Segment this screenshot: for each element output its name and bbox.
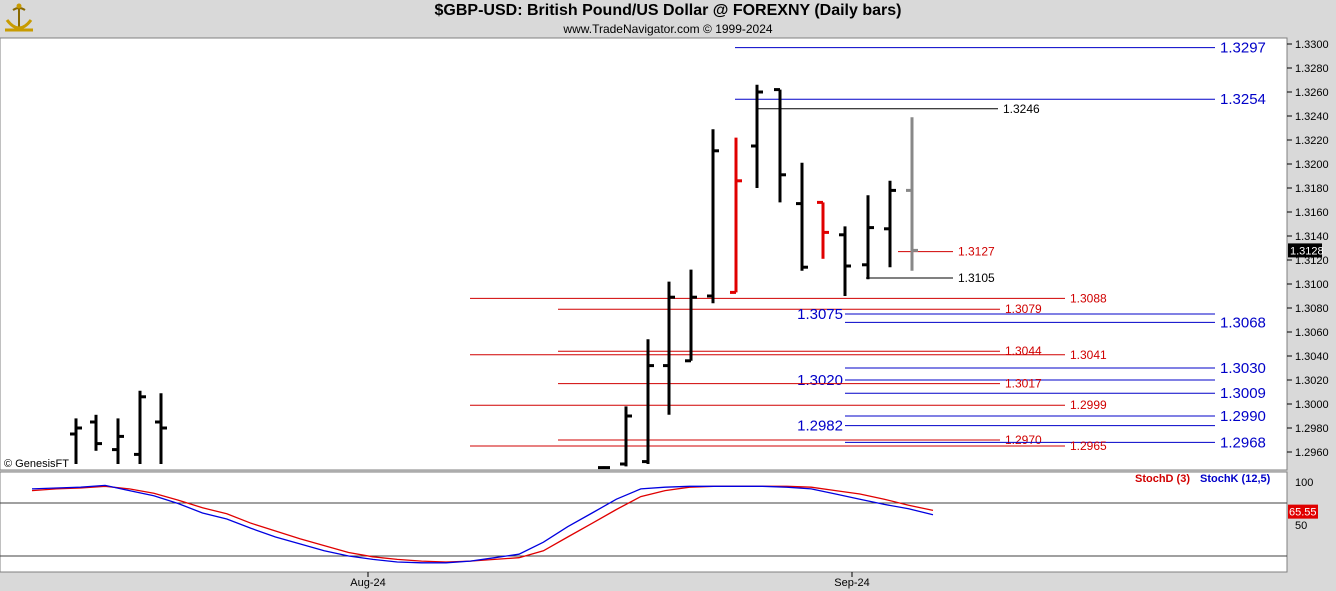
stochastic-panel [0, 471, 1288, 573]
level-label: 1.3020 [797, 372, 843, 389]
price-bar [685, 269, 697, 363]
level-label: 1.2968 [1220, 434, 1266, 451]
price-tick-label: 1.3020 [1295, 375, 1329, 387]
last-price-box [1288, 243, 1322, 258]
level-label: 1.3088 [1070, 291, 1107, 305]
price-tick-label: 1.3140 [1295, 231, 1329, 243]
price-bar [862, 195, 874, 280]
price-tick-label: 1.3280 [1295, 63, 1329, 75]
stoch-tick-label: 50 [1295, 520, 1307, 532]
level-label: 1.3044 [1005, 344, 1042, 358]
price-tick-label: 1.3260 [1295, 87, 1329, 99]
price-tick-label: 1.3200 [1295, 159, 1329, 171]
stoch-d-line [31, 485, 934, 563]
price-tick-label: 1.3300 [1295, 39, 1329, 51]
price-tick-label: 1.3080 [1295, 303, 1329, 315]
stoch-k-line [31, 484, 934, 564]
price-tick-label: 1.3040 [1295, 351, 1329, 363]
level-label: 1.3105 [958, 271, 995, 285]
stoch-value-label: 65.55 [1289, 507, 1317, 519]
level-label: 1.3075 [797, 306, 843, 323]
price-tick-label: 1.3060 [1295, 327, 1329, 339]
chart-header: $GBP-USD: British Pound/US Dollar @ FORE… [0, 0, 1336, 38]
price-tick-label: 1.3160 [1295, 207, 1329, 219]
price-tick-label: 1.3120 [1295, 255, 1329, 267]
level-label: 1.3068 [1220, 314, 1266, 331]
price-bar [620, 406, 632, 467]
price-bar [730, 137, 742, 294]
price-bar [70, 418, 82, 464]
price-tick-label: 1.3220 [1295, 135, 1329, 147]
price-bar [774, 88, 786, 203]
chart-subtitle: www.TradeNavigator.com © 1999-2024 [563, 22, 773, 36]
level-label: 1.3017 [1005, 377, 1042, 391]
support-resistance-levels: 1.3297 1.3254 1.3246 1.3127 1.3105 1.3088 1.30… [470, 40, 1266, 453]
price-bar [134, 390, 146, 464]
price-bar [707, 129, 719, 304]
date-axis: Aug-24 Sep-24 [350, 572, 870, 589]
price-bars [70, 84, 918, 470]
price-bar [642, 339, 654, 464]
stoch-tick-label: 100 [1295, 477, 1313, 489]
chart-title: $GBP-USD: British Pound/US Dollar @ FORE… [434, 2, 902, 19]
price-bar [90, 414, 102, 451]
date-tick-label: Aug-24 [350, 577, 385, 589]
level-label: 1.3297 [1220, 40, 1266, 57]
price-bar [817, 200, 829, 259]
price-tick-label: 1.3000 [1295, 399, 1329, 411]
level-label: 1.2982 [797, 418, 843, 435]
level-label: 1.3079 [1005, 302, 1042, 316]
price-bar [663, 281, 675, 415]
level-label: 1.2999 [1070, 398, 1107, 412]
price-axis: 1.3300 1.3280 1.3260 1.3240 1.3220 1.3200 1.31… [1287, 39, 1329, 459]
level-label: 1.3246 [1003, 102, 1040, 116]
price-bar [839, 226, 851, 296]
price-bar [155, 393, 167, 464]
price-bar [751, 84, 763, 188]
last-price-label: 1.3128 [1290, 245, 1324, 257]
watermark: © GenesisFT [4, 458, 69, 470]
price-tick-label: 1.3180 [1295, 183, 1329, 195]
price-tick-label: 1.2960 [1295, 447, 1329, 459]
level-label: 1.3254 [1220, 91, 1266, 108]
price-tick-label: 1.3100 [1295, 279, 1329, 291]
level-label: 1.2990 [1220, 408, 1266, 425]
level-label: 1.2965 [1070, 439, 1107, 453]
stoch-k-legend: StochK (12,5) [1200, 473, 1271, 485]
level-label: 1.3127 [958, 245, 995, 259]
level-label: 1.3009 [1220, 385, 1266, 402]
trade-navigator-logo-icon [5, 3, 33, 32]
level-label: 1.2970 [1005, 433, 1042, 447]
price-tick-label: 1.2980 [1295, 423, 1329, 435]
price-tick-label: 1.3240 [1295, 111, 1329, 123]
date-tick-label: Sep-24 [834, 577, 869, 589]
stoch-d-legend: StochD (3) [1135, 473, 1190, 485]
level-label: 1.3041 [1070, 348, 1107, 362]
price-panel [0, 37, 1288, 471]
level-label: 1.3030 [1220, 360, 1266, 377]
price-bar [796, 162, 808, 271]
price-bar [112, 418, 124, 464]
price-bar [906, 117, 918, 271]
price-bar [884, 180, 896, 268]
stoch-value-box [1288, 504, 1318, 519]
price-bar [598, 466, 610, 470]
